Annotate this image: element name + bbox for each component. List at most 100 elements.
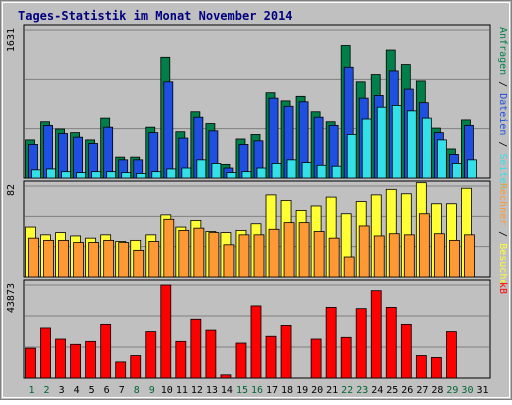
bar-seiten-day-7 — [121, 172, 132, 179]
bar-rechner-day-26 — [403, 234, 415, 278]
bar-seiten-day-11 — [181, 167, 192, 179]
bar-rechner-day-28 — [433, 233, 445, 278]
x-tick-label: 26 — [401, 385, 413, 396]
x-tick-label: 1 — [29, 385, 35, 396]
x-axis-day-labels: 1 2 3 4 5 6 7 8 9 10 11 12 13 14 15 16 17 18 19 20 21 22 23 24 2… — [29, 385, 489, 396]
bar-seiten-day-27 — [421, 117, 432, 179]
bar-kb-day-9 — [145, 331, 157, 379]
bar-seiten-day-6 — [106, 171, 117, 179]
panel-requests-files-pages: 1631 Anfragen / Dateien / Seiten — [6, 24, 508, 190]
bar-rechner-day-18 — [283, 222, 295, 278]
bar-kb-day-8 — [130, 355, 142, 379]
x-tick-label: 16 — [251, 385, 263, 396]
bar-kb-day-28 — [430, 357, 442, 379]
bar-rechner-day-30 — [464, 234, 475, 278]
bar-rechner-day-8 — [133, 249, 145, 278]
bar-kb-day-12 — [190, 318, 202, 379]
right-legend-label: Rechner / Besuche — [497, 183, 508, 285]
bar-seiten-day-23 — [361, 118, 372, 179]
x-tick-label: 5 — [89, 385, 95, 396]
x-tick-label: 20 — [311, 385, 323, 396]
bar-kb-day-29 — [445, 331, 457, 379]
x-tick-label: 7 — [119, 385, 125, 396]
bar-rechner-day-9 — [148, 241, 160, 278]
bar-rechner-day-25 — [388, 233, 400, 278]
bar-kb-day-23 — [355, 308, 367, 379]
x-tick-label: 10 — [161, 385, 173, 396]
bar-seiten-day-2 — [46, 168, 56, 179]
bar-kb-day-18 — [280, 325, 292, 379]
bar-seiten-day-25 — [391, 105, 402, 179]
x-tick-label: 30 — [461, 385, 473, 396]
bar-seiten-day-12 — [196, 159, 207, 179]
y-axis-max-label: 1631 — [6, 28, 17, 52]
panel-kilobytes: 43873 kB — [6, 279, 508, 379]
bar-kb-day-5 — [85, 340, 97, 379]
x-tick-label: 21 — [326, 385, 338, 396]
bar-kb-day-21 — [325, 307, 337, 379]
bar-seiten-day-9 — [151, 171, 162, 179]
bar-rechner-day-17 — [268, 228, 280, 278]
bar-kb-day-16 — [250, 305, 262, 379]
x-tick-label: 27 — [416, 385, 428, 396]
bar-seiten-day-14 — [226, 172, 237, 179]
bar-kb-day-14 — [220, 374, 232, 379]
bar-seiten-day-17 — [271, 163, 282, 179]
bar-seiten-day-1 — [31, 169, 41, 179]
bar-seiten-day-22 — [346, 134, 357, 179]
bar-rechner-day-10 — [163, 218, 175, 278]
x-tick-label: 29 — [446, 385, 458, 396]
x-tick-label: 24 — [371, 385, 383, 396]
bar-rechner-day-6 — [103, 239, 115, 278]
bar-kb-day-22 — [340, 336, 352, 379]
bar-seiten-day-4 — [76, 172, 86, 179]
bar-seiten-day-19 — [301, 162, 312, 179]
bar-kb-day-7 — [115, 361, 127, 379]
bar-kb-day-26 — [400, 323, 412, 379]
bar-rechner-day-13 — [208, 232, 220, 278]
right-legend-label: kB — [497, 282, 508, 294]
bar-rechner-day-24 — [373, 235, 385, 278]
x-tick-label: 18 — [281, 385, 293, 396]
bar-kb-day-10 — [160, 284, 172, 379]
x-tick-label: 15 — [236, 385, 248, 396]
x-tick-label: 3 — [59, 385, 65, 396]
x-tick-label: 6 — [104, 385, 110, 396]
y-axis-max-label: 43873 — [6, 283, 17, 313]
bar-seiten-day-21 — [331, 165, 342, 179]
bar-seiten-day-5 — [91, 171, 102, 179]
bar-rechner-day-15 — [238, 234, 250, 278]
x-tick-label: 8 — [134, 385, 140, 396]
bar-seiten-day-26 — [406, 110, 417, 179]
bar-rechner-day-5 — [88, 242, 100, 278]
bar-seiten-day-28 — [436, 139, 447, 179]
bar-rechner-day-16 — [253, 234, 265, 278]
bar-kb-day-27 — [415, 355, 427, 379]
bar-rechner-day-14 — [223, 244, 235, 278]
bar-seiten-day-3 — [61, 171, 71, 179]
bar-seiten-day-13 — [211, 163, 222, 179]
bar-kb-day-17 — [265, 335, 277, 379]
bar-rechner-day-12 — [193, 227, 205, 278]
bar-seiten-day-30 — [467, 159, 477, 179]
inner-frame-highlight — [2, 2, 510, 398]
bar-rechner-day-27 — [418, 213, 430, 278]
bar-dateien-day-4 — [73, 136, 83, 179]
x-tick-label: 25 — [386, 385, 398, 396]
x-tick-label: 19 — [296, 385, 308, 396]
bar-rechner-day-3 — [58, 239, 69, 278]
x-tick-label: 28 — [431, 385, 443, 396]
panel-visits-hosts: 82 Rechner / Besuche — [6, 180, 508, 285]
bar-kb-day-15 — [235, 342, 247, 379]
chart-title: Tages-Statistik im Monat November 2014 — [18, 9, 293, 23]
bar-kb-day-1 — [25, 347, 36, 379]
bar-rechner-day-19 — [298, 222, 310, 278]
bar-seiten-day-8 — [136, 173, 147, 179]
bar-rechner-day-23 — [358, 225, 370, 278]
bar-kb-day-6 — [100, 323, 112, 379]
bar-dateien-day-6 — [103, 126, 114, 179]
bar-rechner-day-7 — [118, 242, 130, 278]
bar-kb-day-4 — [70, 343, 81, 379]
